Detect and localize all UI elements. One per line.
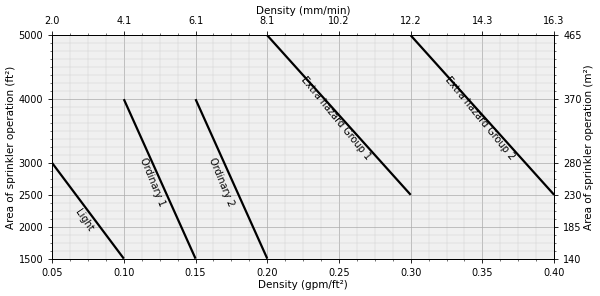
Text: Extra hazard Group 1: Extra hazard Group 1 bbox=[299, 75, 373, 162]
Y-axis label: Area of sprinkler operation (ft²): Area of sprinkler operation (ft²) bbox=[5, 65, 16, 229]
X-axis label: Density (gpm/ft²): Density (gpm/ft²) bbox=[258, 280, 348, 290]
Text: Ordinary 1: Ordinary 1 bbox=[138, 156, 167, 208]
Text: Light: Light bbox=[73, 207, 95, 233]
Y-axis label: Area of sprinkler operation (m²): Area of sprinkler operation (m²) bbox=[584, 64, 595, 230]
Text: Ordinary 2: Ordinary 2 bbox=[207, 156, 236, 208]
Text: Extra hazard Group 2: Extra hazard Group 2 bbox=[443, 75, 517, 162]
X-axis label: Density (mm/min): Density (mm/min) bbox=[256, 6, 350, 16]
